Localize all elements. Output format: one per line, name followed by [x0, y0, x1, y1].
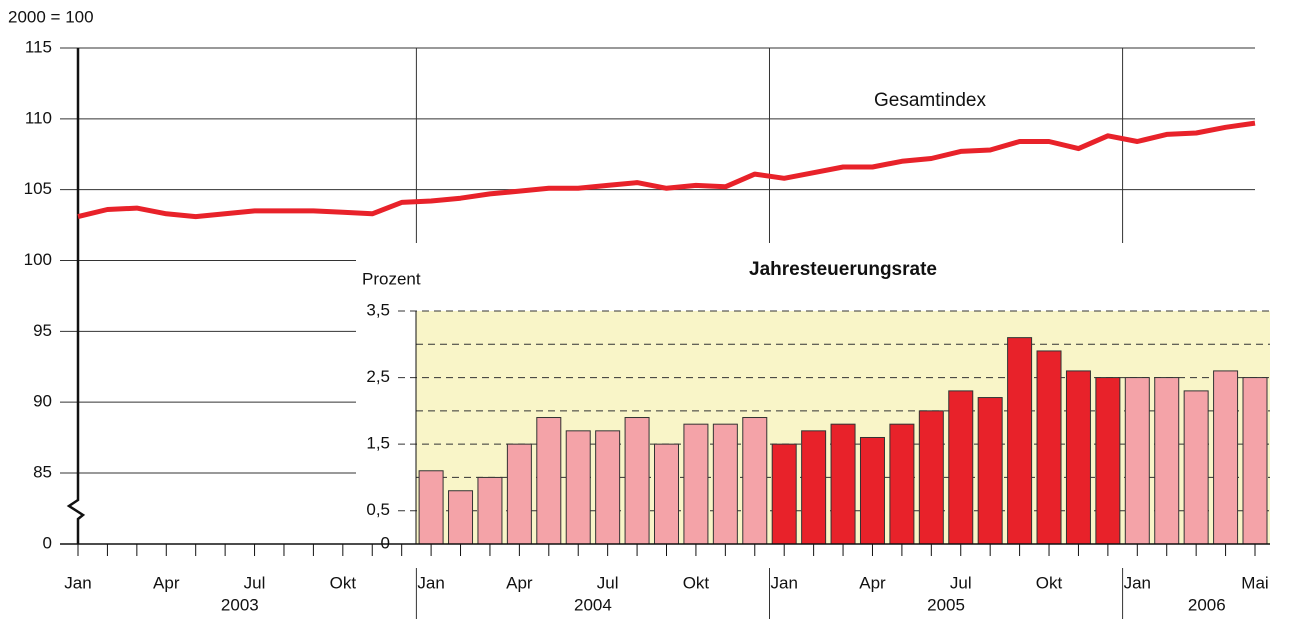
- year-label: 2006: [1188, 595, 1226, 614]
- bar: [889, 423, 915, 545]
- chart-title: Jahresteuerungsrate: [749, 259, 937, 280]
- bar: [536, 417, 562, 545]
- y-tick-label: 95: [33, 321, 52, 340]
- bar: [654, 443, 679, 545]
- y-tick-label: 2,5: [366, 367, 390, 386]
- bar: [448, 490, 474, 545]
- x-tick-label: Jan: [1124, 573, 1151, 592]
- bar: [1242, 377, 1268, 545]
- y-tick-label: 85: [33, 462, 52, 481]
- x-tick-label: Okt: [683, 573, 710, 592]
- x-tick-label: Jul: [950, 573, 972, 592]
- bar: [801, 430, 827, 545]
- y-axis-label: 2000 = 100: [8, 7, 94, 26]
- x-tick-label: Okt: [330, 573, 357, 592]
- bar: [1124, 377, 1150, 545]
- bar: [477, 476, 503, 545]
- bar: [595, 430, 621, 545]
- y-tick-label: 0,5: [366, 500, 390, 519]
- bar: [624, 417, 650, 545]
- bar: [1183, 390, 1209, 545]
- y-tick-label: 90: [33, 392, 52, 411]
- x-tick-label: Apr: [153, 573, 180, 592]
- year-label: 2003: [221, 595, 259, 614]
- x-tick-label: Jul: [597, 573, 619, 592]
- bar: [742, 417, 768, 545]
- y-tick-label: 100: [24, 250, 52, 269]
- y-tick-label: 115: [25, 37, 52, 56]
- y-axis: [66, 48, 86, 544]
- y-axis-label: Prozent: [362, 269, 421, 288]
- x-tick-label: Okt: [1036, 573, 1063, 592]
- bar: [565, 430, 591, 545]
- y-tick-label: 1,5: [366, 434, 390, 453]
- bar: [1095, 377, 1121, 545]
- y-tick-label: 3,5: [366, 300, 390, 319]
- x-tick-label: Mai: [1241, 573, 1268, 592]
- y-tick-label: 0: [381, 533, 390, 552]
- bar: [712, 423, 738, 545]
- x-tick-label: Jan: [770, 573, 797, 592]
- line: [77, 120, 1256, 220]
- bar: [977, 397, 1003, 545]
- year-label: 2005: [927, 595, 965, 614]
- y-tick-label: 105: [24, 179, 52, 198]
- x-tick-label: Apr: [506, 573, 533, 592]
- bar: [1154, 377, 1180, 545]
- bar: [948, 390, 974, 545]
- bar: [1065, 370, 1091, 545]
- y-tick-label: 0: [43, 533, 52, 552]
- bar: [771, 443, 797, 545]
- y-tick-label: 110: [25, 108, 52, 127]
- x-tick-label: Jul: [244, 573, 266, 592]
- bar: [683, 423, 709, 545]
- bar: [506, 443, 532, 545]
- bar: [830, 423, 856, 545]
- bar: [418, 470, 444, 545]
- year-label: 2004: [574, 595, 612, 614]
- x-tick-label: Apr: [859, 573, 886, 592]
- bar: [1036, 350, 1062, 545]
- x-tick-label: Jan: [417, 573, 444, 592]
- bar: [859, 436, 885, 545]
- bar: [1213, 370, 1239, 545]
- annotation: Gesamtindex: [874, 90, 986, 111]
- bar: [918, 410, 944, 545]
- x-tick-label: Jan: [64, 573, 91, 592]
- bar: [1007, 337, 1033, 545]
